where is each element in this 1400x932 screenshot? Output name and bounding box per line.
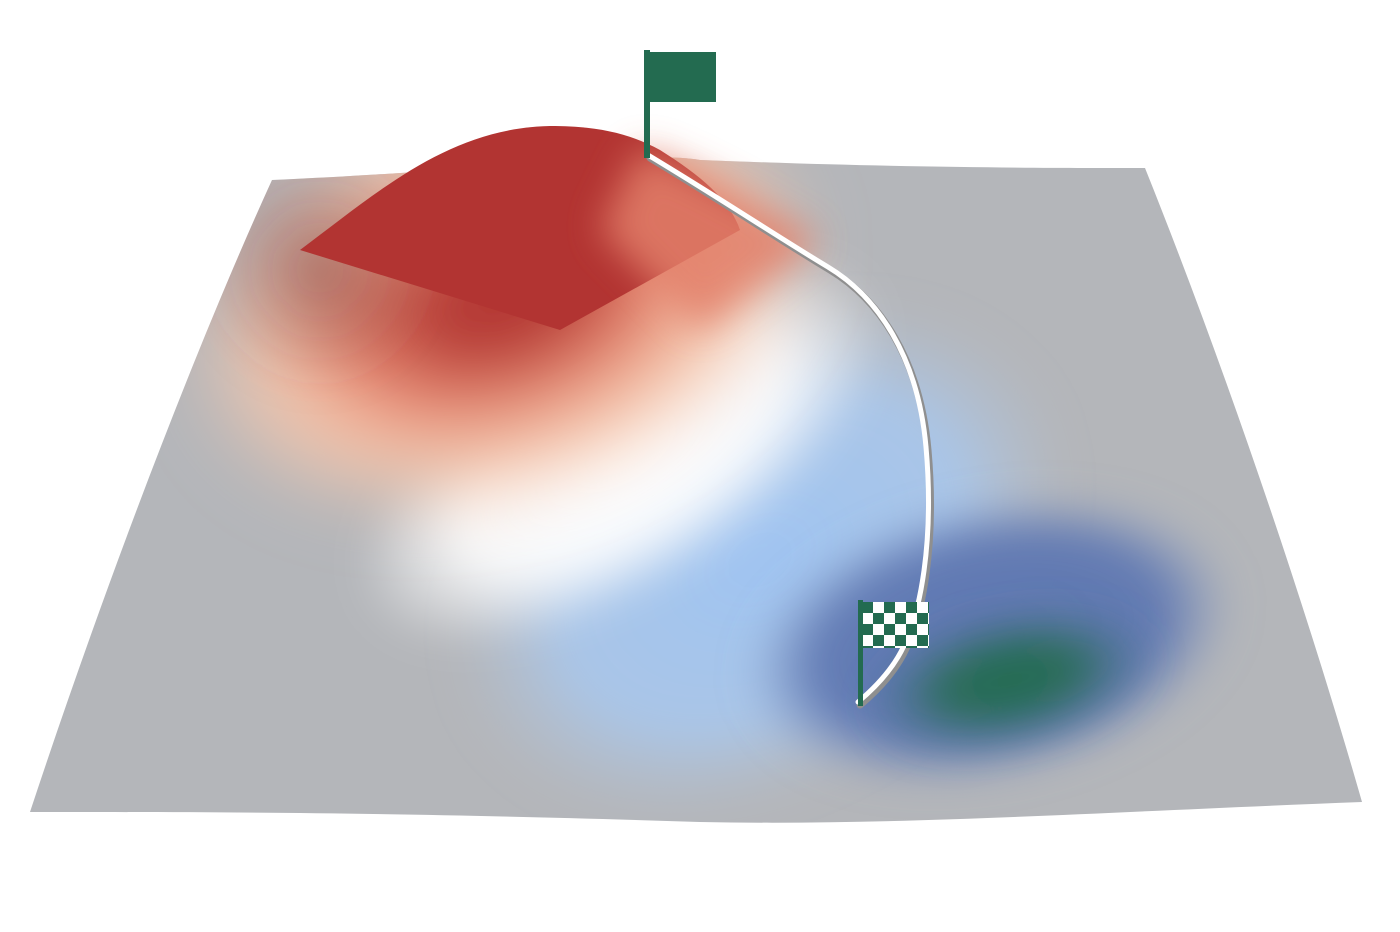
checkered-flag-icon	[863, 602, 929, 648]
valley-minimum	[862, 604, 1158, 756]
start-flag-pole	[644, 50, 650, 158]
start-flag	[644, 50, 716, 158]
finish-flag-pole	[858, 600, 863, 706]
descent-path	[645, 152, 934, 709]
peak-summit-slope	[600, 148, 820, 330]
solid-flag-icon	[650, 52, 716, 102]
finish-flag	[858, 600, 929, 706]
descent-path-line	[645, 152, 931, 705]
surface	[30, 126, 1362, 823]
